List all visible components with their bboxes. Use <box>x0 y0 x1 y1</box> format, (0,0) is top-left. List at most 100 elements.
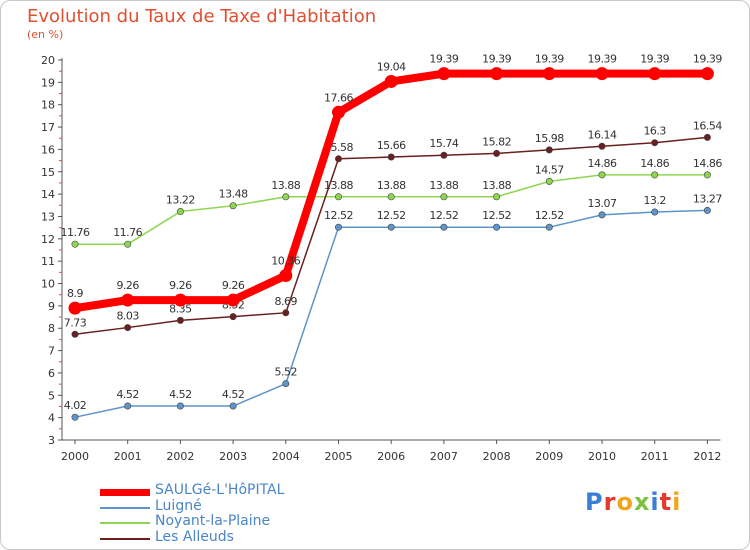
data-point <box>648 67 662 81</box>
legend-swatch <box>100 489 150 496</box>
data-point <box>387 153 395 161</box>
data-point <box>493 223 501 231</box>
data-label: 4.52 <box>116 388 139 401</box>
data-point <box>282 193 290 201</box>
data-label: 14.86 <box>640 157 669 170</box>
data-point <box>493 193 501 201</box>
legend-swatch <box>100 522 150 524</box>
x-tick-label: 2003 <box>219 450 247 463</box>
data-label: 12.52 <box>377 209 406 222</box>
data-point <box>440 193 448 201</box>
legend-swatch <box>100 538 150 540</box>
data-point <box>703 133 711 141</box>
data-point <box>700 67 714 81</box>
data-label: 16.54 <box>693 119 722 132</box>
data-label: 4.52 <box>169 388 192 401</box>
data-label: 15.98 <box>535 132 564 145</box>
data-label: 11.76 <box>61 226 90 239</box>
y-tick-label: 18 <box>41 99 55 112</box>
data-point <box>598 142 606 150</box>
y-tick-label: 8 <box>48 322 55 335</box>
data-point <box>173 293 187 307</box>
y-tick-label: 9 <box>48 300 55 313</box>
x-tick-label: 2007 <box>430 450 458 463</box>
data-label: 8.9 <box>67 287 83 300</box>
x-tick-label: 2009 <box>535 450 563 463</box>
data-point <box>334 193 342 201</box>
data-label: 19.39 <box>429 53 458 66</box>
logo-letter: t <box>659 488 673 516</box>
data-label: 16.14 <box>588 128 617 141</box>
data-label: 15.82 <box>482 135 511 148</box>
x-tick-label: 2006 <box>377 450 405 463</box>
data-label: 13.27 <box>693 192 722 205</box>
data-label: 14.86 <box>588 157 617 170</box>
data-label: 10.36 <box>271 254 300 267</box>
logo-letter: r <box>603 488 617 516</box>
y-tick-label: 14 <box>41 188 55 201</box>
data-label: 13.2 <box>643 194 666 207</box>
data-point <box>176 208 184 216</box>
data-label: 13.88 <box>429 179 458 192</box>
series-saulg-l-h-pital: 8.9 9.26 9.26 9.26 10.36 17.66 19.04 19.39 19.39… <box>67 53 723 315</box>
data-label: 9.26 <box>116 279 139 292</box>
data-label: 17.66 <box>324 91 353 104</box>
data-label: 16.3 <box>643 125 666 138</box>
series-luign-: 4.02 4.52 4.52 4.52 5.52 12.52 12.52 12.52 12.52… <box>64 192 723 421</box>
data-point <box>121 293 135 307</box>
data-label: 12.52 <box>482 209 511 222</box>
data-label: 11.76 <box>113 226 142 239</box>
legend-label: Les Alleuds <box>155 529 234 545</box>
data-label: 19.39 <box>535 53 564 66</box>
y-tick-label: 19 <box>41 76 55 89</box>
data-point <box>176 402 184 410</box>
data-point <box>334 223 342 231</box>
legend-label: Luigné <box>155 498 202 514</box>
data-point <box>598 171 606 179</box>
data-label: 13.07 <box>588 197 617 210</box>
data-label: 19.39 <box>482 53 511 66</box>
data-point <box>71 240 79 248</box>
data-point <box>282 309 290 317</box>
legend-swatch <box>100 507 150 509</box>
data-label: 7.73 <box>64 316 87 329</box>
x-tick-label: 2012 <box>693 450 721 463</box>
data-point <box>229 402 237 410</box>
data-point <box>226 293 240 307</box>
y-tick-label: 6 <box>48 367 55 380</box>
data-point <box>124 240 132 248</box>
data-label: 9.26 <box>222 279 245 292</box>
data-label: 13.88 <box>377 179 406 192</box>
y-tick-label: 11 <box>41 255 55 268</box>
data-label: 8.69 <box>275 295 298 308</box>
series-noyant-la-plaine: 11.76 11.76 13.22 13.48 13.88 13.88 13.88 13.88… <box>61 157 723 248</box>
data-label: 13.48 <box>219 188 248 201</box>
logo-letter: P <box>585 488 604 516</box>
data-label: 19.39 <box>640 53 669 66</box>
y-tick-label: 13 <box>41 210 55 223</box>
y-tick-label: 20 <box>41 54 55 67</box>
data-point <box>440 223 448 231</box>
data-label: 8.03 <box>116 310 139 323</box>
data-label: 19.39 <box>588 53 617 66</box>
data-point <box>545 223 553 231</box>
data-label: 12.52 <box>535 209 564 222</box>
logo-letter: x <box>633 488 651 516</box>
x-tick-label: 2000 <box>61 450 89 463</box>
data-point <box>124 324 132 332</box>
y-tick-label: 16 <box>41 143 55 156</box>
data-label: 19.39 <box>693 53 722 66</box>
data-label: 12.52 <box>429 209 458 222</box>
logo-letter: i <box>672 488 682 516</box>
data-point <box>68 301 82 315</box>
data-point <box>440 151 448 159</box>
data-point <box>334 155 342 163</box>
x-tick-label: 2001 <box>114 450 142 463</box>
data-label: 5.52 <box>275 366 298 379</box>
x-tick-label: 2002 <box>166 450 194 463</box>
data-label: 13.88 <box>324 179 353 192</box>
x-tick-label: 2005 <box>325 450 353 463</box>
data-point <box>598 211 606 219</box>
data-point <box>545 146 553 154</box>
legend-label: SAULGé-L'HôPITAL <box>155 482 285 498</box>
